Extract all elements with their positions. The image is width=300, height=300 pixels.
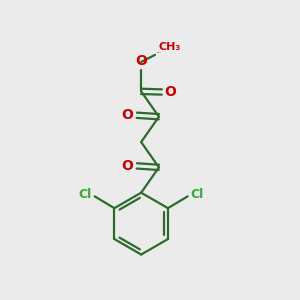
Text: Cl: Cl <box>79 188 92 201</box>
Text: O: O <box>122 159 133 173</box>
Text: O: O <box>122 108 133 122</box>
Text: O: O <box>135 54 147 68</box>
Text: methyl: methyl <box>158 52 162 53</box>
Text: CH₃: CH₃ <box>159 42 181 52</box>
Text: O: O <box>165 85 177 99</box>
Text: Cl: Cl <box>190 188 204 201</box>
